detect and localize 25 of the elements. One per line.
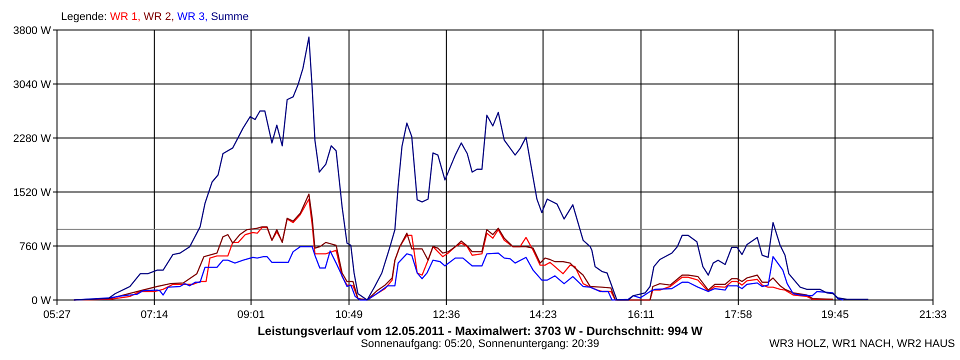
text: WR 3,: [177, 11, 211, 23]
y-tick-label: 3040 W: [13, 79, 52, 91]
y-tick-label: 2280 W: [13, 133, 52, 145]
x-tick-label: 09:01: [237, 309, 265, 321]
text: WR3 HOLZ, WR1 NACH, WR2 HAUS: [769, 338, 955, 350]
x-tick-label: 05:27: [43, 309, 71, 321]
y-tick-label: 0 W: [31, 295, 52, 307]
x-tick-label: 12:36: [432, 309, 460, 321]
y-tick-label: 3800 W: [13, 25, 52, 37]
legend-title: Legende:: [61, 11, 110, 23]
text: Leistungsverlauf vom 12.05.2011 - Maximalwert: 3703 W - Durchschnitt: 994 W: [258, 324, 704, 338]
x-tick-label: 21:33: [919, 309, 947, 321]
x-tick-label: 07:14: [140, 309, 168, 321]
y-tick-label: 760 W: [19, 241, 52, 253]
text: WR 1,: [110, 11, 144, 23]
x-tick-label: 19:45: [821, 309, 849, 321]
y-tick-label: 1520 W: [13, 187, 52, 199]
text: WR 2,: [144, 11, 178, 23]
text: Summe: [210, 11, 249, 23]
x-tick-label: 10:49: [335, 309, 363, 321]
line-series: [73, 36, 869, 301]
x-tick-label: 17:58: [724, 309, 752, 321]
text: Sonnenaufgang: 05:20, Sonnenuntergang: 20:39: [360, 338, 600, 350]
x-tick-label: 16:11: [628, 309, 654, 321]
x-tick-label: 14:23: [529, 309, 557, 321]
